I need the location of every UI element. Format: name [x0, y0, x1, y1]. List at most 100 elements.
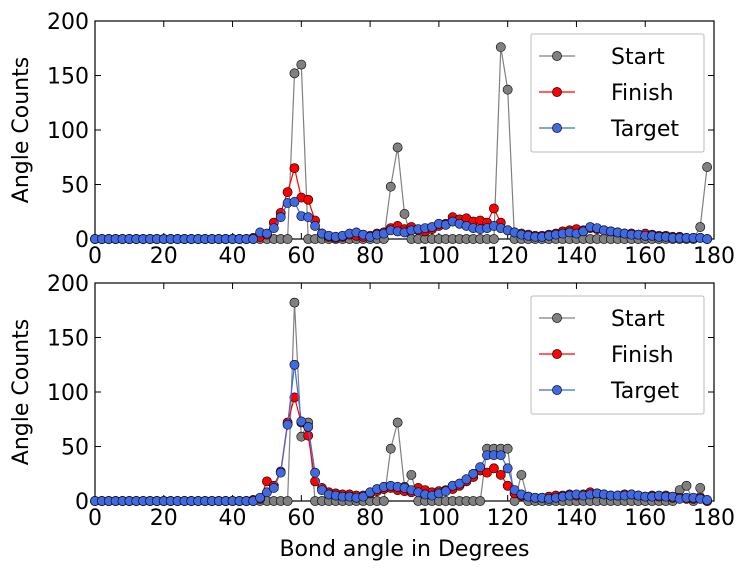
data-point-target — [289, 197, 300, 207]
x-tick-label: 100 — [418, 506, 460, 531]
data-point-start — [406, 469, 417, 480]
legend-label-finish: Finish — [611, 343, 674, 368]
data-point-start — [681, 480, 692, 491]
bottom-panel: 0 20 40 60 80 100 120 140 160 180 0 50 100 150 200 Angl… — [9, 272, 735, 562]
data-point-target — [702, 234, 713, 244]
data-point-target — [475, 462, 486, 473]
data-point-start — [289, 297, 300, 308]
legend-marker-target — [552, 123, 562, 133]
x-tick-label: 140 — [555, 506, 597, 531]
y-tick-label: 150 — [47, 327, 89, 352]
x-tick-label: 0 — [88, 244, 102, 269]
x-tick-label: 140 — [555, 244, 597, 269]
data-point-target — [440, 486, 451, 497]
y-tick-label: 200 — [47, 10, 89, 35]
data-point-target — [454, 478, 465, 489]
data-point-target — [248, 234, 259, 244]
legend-marker-finish — [552, 349, 562, 359]
data-point-target — [509, 485, 520, 495]
data-point-target — [289, 359, 300, 370]
x-tick-label: 180 — [693, 506, 735, 531]
data-point-finish — [489, 463, 499, 474]
y-tick-label: 0 — [75, 490, 89, 515]
data-point-finish — [482, 467, 492, 478]
legend-marker-start — [552, 51, 562, 61]
legend-box — [530, 295, 705, 415]
data-point-finish — [502, 480, 513, 491]
legend-label-finish: Finish — [611, 81, 674, 106]
legend-label-target: Target — [610, 117, 679, 142]
data-point-start — [702, 162, 713, 172]
data-point-target — [275, 212, 286, 223]
data-point-finish — [289, 392, 300, 403]
y-tick-label: 100 — [47, 381, 89, 406]
data-point-target — [502, 463, 513, 474]
x-tick-label: 20 — [150, 506, 178, 531]
y-tick-label: 0 — [75, 228, 89, 253]
y-axis-title: Angle Counts — [9, 57, 34, 203]
x-tick-label: 40 — [219, 506, 247, 531]
data-point-finish — [262, 476, 272, 487]
data-point-start — [502, 443, 513, 454]
data-point-target — [578, 226, 589, 237]
top-panel: 0 20 40 60 80 100 120 140 160 180 0 50 100 150 200 Angl… — [9, 10, 735, 269]
x-tick-label: 60 — [287, 244, 315, 269]
data-point-finish — [489, 203, 499, 214]
data-point-start — [399, 209, 410, 219]
data-point-start — [495, 42, 506, 53]
x-axis-title: Bond angle in Degrees — [279, 537, 529, 562]
data-point-start — [296, 59, 307, 70]
data-point-start — [282, 496, 293, 506]
data-point-target — [310, 467, 320, 478]
data-point-target — [495, 450, 506, 461]
data-point-target — [461, 474, 472, 485]
x-tick-label: 60 — [287, 506, 315, 531]
legend-label-start: Start — [611, 45, 665, 70]
x-tick-label: 100 — [418, 244, 460, 269]
x-tick-label: 20 — [150, 244, 178, 269]
series-target — [90, 197, 713, 244]
data-point-start — [475, 496, 486, 506]
data-point-finish — [303, 430, 314, 441]
data-point-start — [378, 496, 389, 506]
x-tick-label: 160 — [624, 506, 666, 531]
data-point-target — [468, 468, 479, 479]
data-point-target — [303, 421, 314, 432]
data-point-finish — [289, 163, 300, 174]
data-point-start — [282, 234, 293, 244]
x-tick-label: 80 — [356, 506, 384, 531]
legend-marker-target — [552, 385, 562, 395]
data-point-target — [310, 221, 320, 231]
legend-label-target: Target — [610, 379, 679, 404]
data-point-target — [262, 487, 272, 498]
data-point-start — [502, 84, 513, 95]
data-point-start — [695, 483, 706, 493]
y-axis-title: Angle Counts — [9, 319, 34, 465]
data-point-start — [392, 142, 403, 153]
x-tick-label: 0 — [88, 506, 102, 531]
legend-box — [530, 33, 705, 153]
y-tick-label: 200 — [47, 272, 89, 297]
data-point-target — [255, 492, 265, 503]
data-point-start — [385, 181, 396, 192]
x-tick-label: 120 — [487, 506, 529, 531]
data-point-start — [695, 222, 706, 232]
data-point-target — [262, 228, 272, 239]
data-point-target — [702, 495, 713, 505]
data-point-target — [296, 416, 307, 427]
data-point-target — [303, 212, 314, 223]
y-tick-label: 100 — [47, 119, 89, 144]
data-point-finish — [282, 187, 293, 198]
series-target — [90, 359, 713, 506]
legend: Start Finish Target — [530, 33, 705, 153]
legend-marker-finish — [552, 87, 562, 97]
data-point-start — [392, 417, 403, 428]
data-point-start — [385, 443, 396, 454]
y-tick-label: 50 — [61, 436, 89, 461]
data-point-finish — [495, 469, 506, 480]
data-point-target — [358, 491, 369, 502]
data-point-target — [275, 467, 286, 478]
data-point-target — [268, 223, 279, 233]
data-point-target — [268, 483, 279, 493]
